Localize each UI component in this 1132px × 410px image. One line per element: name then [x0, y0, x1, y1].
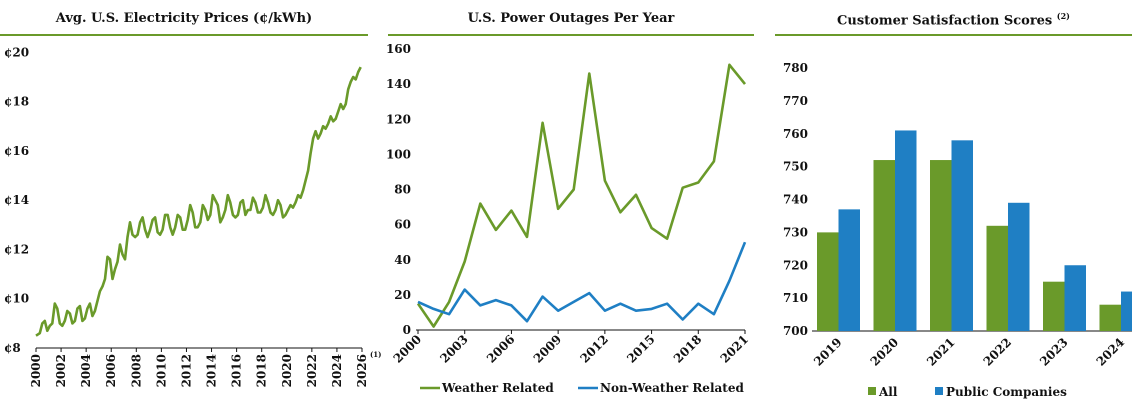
y-tick-label: 140	[386, 77, 411, 91]
bar-public-2020	[895, 130, 917, 331]
electricity-prices-panel: Avg. U.S. Electricity Prices (¢/kWh)	[0, 0, 368, 410]
x-tick-label: 2012	[179, 354, 193, 387]
bar-all-2023	[1043, 281, 1065, 331]
x-tick-label: 2008	[129, 354, 143, 387]
y-tick-label: 760	[783, 127, 808, 141]
y-tick-label: ¢18	[4, 95, 29, 109]
y-tick-label: 700	[783, 324, 808, 338]
legend-swatch	[868, 387, 876, 395]
x-tick-label: 2026	[355, 354, 369, 387]
bar-all-2019	[817, 232, 839, 331]
satisfaction-panel: Customer Satisfaction Scores (2)	[775, 0, 1132, 410]
price-line	[35, 66, 362, 337]
x-tick-label: 2018	[255, 354, 269, 387]
legend-label: Non-Weather Related	[600, 381, 744, 395]
series-line	[416, 63, 747, 328]
electricity-prices-title: Avg. U.S. Electricity Prices (¢/kWh)	[55, 11, 313, 26]
y-tick-label: ¢20	[4, 45, 29, 59]
y-tick-label: 120	[386, 112, 411, 126]
title-rule	[775, 34, 1132, 36]
y-tick-label: 40	[394, 253, 411, 267]
title-rule	[0, 34, 368, 36]
x-tick-label: 2006	[104, 354, 118, 387]
x-tick-label: 2019	[811, 335, 845, 369]
series-line	[417, 241, 747, 323]
y-tick-label: 740	[783, 193, 808, 207]
bar-all-2021	[930, 160, 952, 331]
y-tick-label: 770	[783, 94, 808, 108]
bar-all-2020	[873, 160, 895, 331]
satisfaction-title: Customer Satisfaction Scores (2)	[837, 11, 1070, 29]
bar-public-2022	[1008, 202, 1030, 331]
y-tick-label: 750	[783, 160, 808, 174]
y-tick-label: ¢10	[4, 292, 29, 306]
y-tick-label: 0	[403, 323, 411, 337]
y-tick-label: 710	[783, 291, 808, 305]
x-tick-label: 2022	[981, 335, 1015, 369]
y-tick-label: 80	[394, 183, 411, 197]
legend-label: Weather Related	[441, 381, 554, 395]
x-tick-label: 2000	[29, 354, 43, 387]
y-tick-label: 780	[783, 61, 808, 75]
bar-public-2023	[1064, 265, 1086, 331]
x-tick-label: 2004	[79, 354, 93, 387]
bar-public-2024	[1121, 291, 1132, 331]
bar-all-2024	[1099, 304, 1121, 331]
x-tick-label: 2002	[54, 354, 68, 387]
title-rule	[388, 34, 754, 36]
bar-public-2021	[951, 140, 973, 331]
x-footnote: (1)	[370, 350, 382, 359]
x-tick-label: 2021	[924, 335, 958, 369]
legend-label: All	[878, 385, 898, 399]
x-tick-label: 2024	[330, 354, 344, 387]
legend-label: Public Companies	[946, 385, 1067, 399]
bar-public-2019	[838, 209, 860, 331]
bar-all-2022	[986, 225, 1008, 331]
y-tick-label: 100	[386, 147, 411, 161]
x-tick-label: 2023	[1037, 335, 1071, 369]
y-tick-label: ¢14	[4, 193, 29, 207]
x-tick-label: 2024	[1094, 335, 1128, 369]
y-tick-label: 720	[783, 258, 808, 272]
x-tick-label: 2020	[868, 335, 902, 369]
x-tick-label: 2016	[230, 354, 244, 387]
power-outages-panel: U.S. Power Outages Per Year	[388, 0, 754, 410]
y-tick-label: ¢12	[4, 242, 29, 256]
y-tick-label: ¢16	[4, 144, 29, 158]
y-tick-label: ¢8	[4, 341, 21, 355]
x-tick-label: 2020	[280, 354, 294, 387]
x-tick-label: 2014	[205, 354, 219, 387]
y-tick-label: 730	[783, 225, 808, 239]
y-tick-label: 160	[386, 42, 411, 56]
power-outages-title: U.S. Power Outages Per Year	[467, 11, 675, 26]
title-footnote: (2)	[1056, 11, 1070, 21]
y-tick-label: 60	[394, 218, 411, 232]
x-tick-label: 2022	[305, 354, 319, 387]
x-tick-label: 2010	[154, 354, 168, 387]
y-tick-label: 20	[394, 288, 411, 302]
legend-swatch	[935, 387, 943, 395]
